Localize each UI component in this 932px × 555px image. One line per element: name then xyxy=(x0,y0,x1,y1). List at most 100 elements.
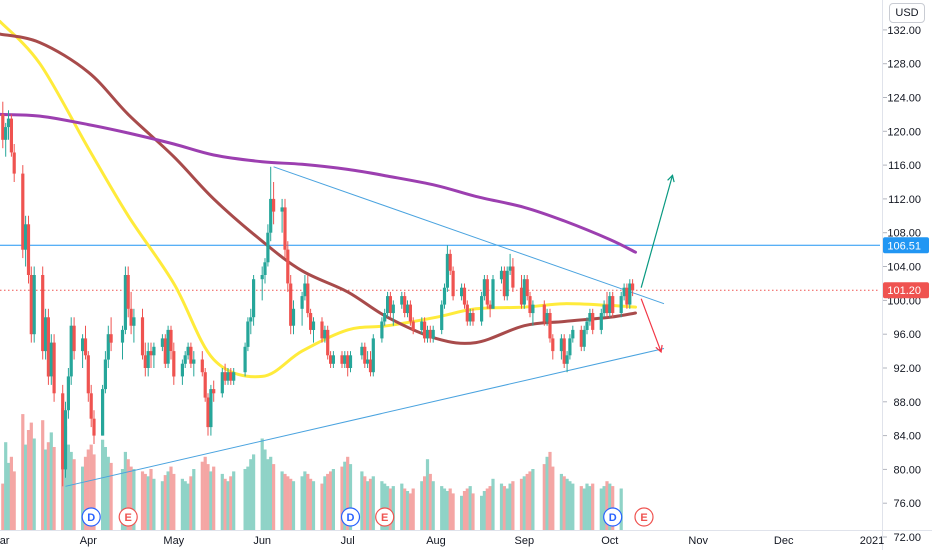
candle-body xyxy=(67,376,70,410)
candle xyxy=(187,343,190,360)
candle xyxy=(611,292,614,317)
volume-bar xyxy=(409,493,412,530)
volume-bar xyxy=(426,459,429,530)
candle-body xyxy=(232,372,235,381)
candle xyxy=(246,317,249,351)
candle-body xyxy=(292,309,295,326)
candle-body xyxy=(221,372,224,393)
candle-body xyxy=(289,284,292,326)
candle xyxy=(471,309,474,326)
volume-bar xyxy=(281,471,284,530)
volume-bar xyxy=(144,474,147,530)
volume-bar xyxy=(244,469,247,530)
candle-body xyxy=(212,389,215,393)
candle-body xyxy=(585,322,588,331)
candle-body xyxy=(426,330,429,339)
volume-bar xyxy=(283,474,286,530)
candle xyxy=(483,275,486,300)
volume-bar xyxy=(192,469,195,530)
candle-body xyxy=(466,305,469,322)
currency-button[interactable]: USD xyxy=(889,3,925,23)
volume-bar xyxy=(33,439,36,531)
candle xyxy=(463,284,466,309)
candle xyxy=(147,343,150,377)
candle-body xyxy=(591,313,594,330)
candle xyxy=(486,275,489,309)
x-tick-label: Oct xyxy=(601,535,618,547)
candle xyxy=(204,368,207,402)
candle-body xyxy=(286,250,289,284)
candle-body xyxy=(244,347,247,372)
candle-body xyxy=(141,317,144,355)
volume-bar xyxy=(520,479,523,530)
volume-bar xyxy=(483,491,486,530)
volume-bar xyxy=(266,459,269,530)
volume-bar xyxy=(323,476,326,530)
candle-body xyxy=(446,254,449,288)
candle-body xyxy=(187,347,190,356)
candle xyxy=(64,402,67,478)
volume-bar xyxy=(289,479,292,530)
candle-body xyxy=(303,284,306,297)
candle xyxy=(360,343,363,360)
candle xyxy=(600,309,603,334)
candle-body xyxy=(249,317,252,321)
candle-body xyxy=(329,355,332,364)
volume-bar xyxy=(70,452,73,530)
candle-body xyxy=(269,199,272,233)
candle-body xyxy=(192,360,195,364)
volume-bar xyxy=(480,496,483,530)
volume-bar xyxy=(67,445,70,530)
volume-bar xyxy=(246,467,249,530)
candle xyxy=(206,393,209,435)
candle xyxy=(491,275,494,309)
volume-bar xyxy=(403,489,406,531)
candle xyxy=(4,123,7,157)
last-price-label: 101.20 xyxy=(883,282,929,298)
candle-body xyxy=(403,296,406,313)
volume-bar xyxy=(312,481,315,530)
volume-bar xyxy=(443,489,446,531)
candle-body xyxy=(469,313,472,322)
candle-body xyxy=(261,275,264,279)
candle-body xyxy=(152,347,155,356)
candle-body xyxy=(511,267,514,288)
candle-body xyxy=(47,317,50,376)
candle-body xyxy=(92,419,95,436)
candle-body xyxy=(605,305,608,314)
volume-bar xyxy=(13,471,16,530)
candle xyxy=(452,267,455,301)
bullish-scenario-arrow xyxy=(641,175,674,287)
volume-bar xyxy=(620,489,623,531)
candle xyxy=(289,275,292,334)
candle-body xyxy=(563,338,566,363)
candle-body xyxy=(301,296,304,309)
candle-body xyxy=(144,355,147,368)
volume-bar xyxy=(44,450,47,531)
volume-bar xyxy=(432,481,435,530)
x-tick-label: 2021 xyxy=(860,535,884,547)
volume-bar xyxy=(309,479,312,530)
arrow-shaft xyxy=(641,175,672,287)
y-tick-label: 88.00 xyxy=(893,397,921,409)
candle xyxy=(571,326,574,343)
volume-bar xyxy=(206,464,209,530)
volume-bar xyxy=(429,474,432,530)
volume-bar xyxy=(53,447,56,530)
candle-body xyxy=(548,313,551,338)
candle-body xyxy=(312,322,315,331)
candle-body xyxy=(204,372,207,397)
volume-bar xyxy=(591,484,594,530)
volume-bar xyxy=(306,474,309,530)
candle-body xyxy=(571,330,574,339)
candle-body xyxy=(161,338,164,347)
candle xyxy=(269,167,272,241)
candle xyxy=(372,334,375,376)
volume-bar xyxy=(326,474,329,530)
volume-bar xyxy=(161,481,164,530)
candle xyxy=(432,326,435,343)
candle xyxy=(531,300,534,325)
candle-body xyxy=(526,279,529,296)
candle xyxy=(144,343,147,377)
